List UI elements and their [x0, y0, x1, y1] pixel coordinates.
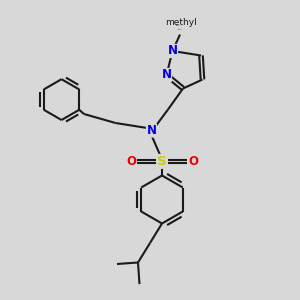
Text: methyl: methyl	[178, 29, 182, 30]
Text: S: S	[157, 155, 167, 168]
Text: N: N	[161, 68, 172, 82]
Text: O: O	[126, 155, 136, 168]
Text: methyl: methyl	[166, 18, 197, 27]
Text: methyl: methyl	[176, 25, 180, 26]
Text: N: N	[167, 44, 178, 58]
Text: N: N	[146, 124, 157, 137]
Text: O: O	[188, 155, 198, 168]
